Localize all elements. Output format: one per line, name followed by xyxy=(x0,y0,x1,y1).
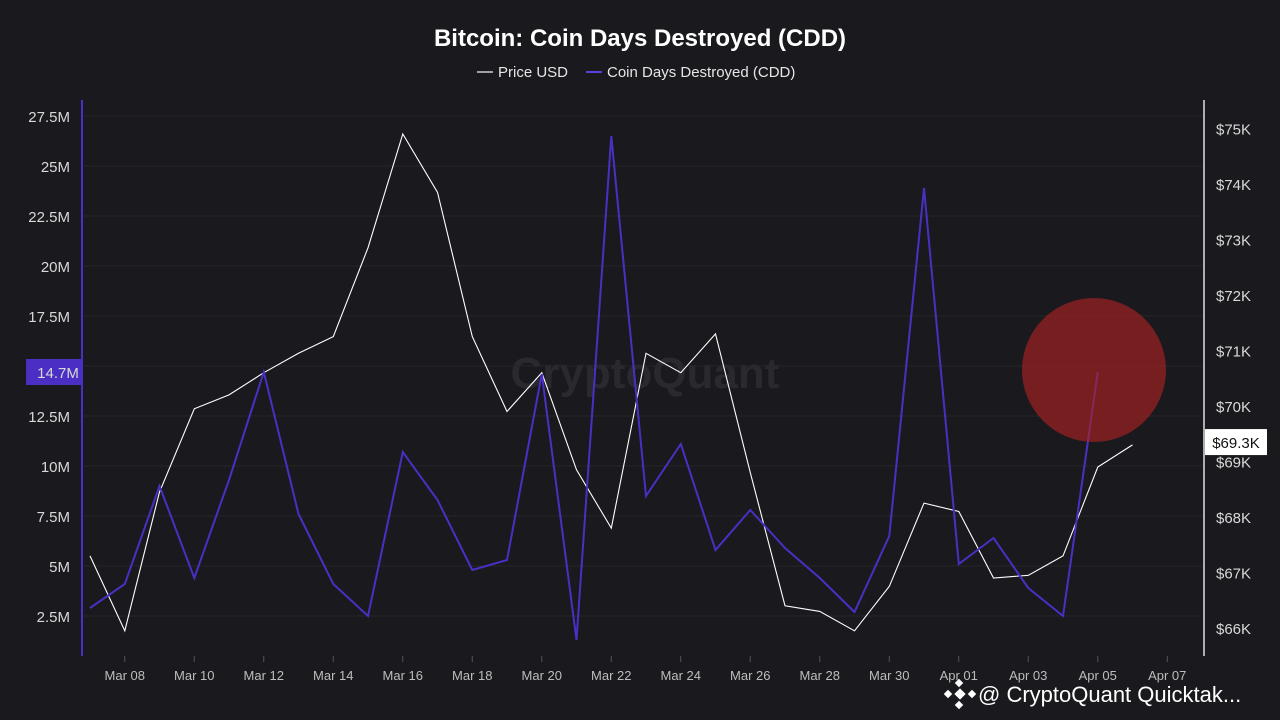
x-tick-label: Apr 07 xyxy=(1148,668,1186,683)
left-tick-label: 17.5M xyxy=(28,309,70,326)
right-tick-label: $74K xyxy=(1216,177,1251,194)
x-tick-label: Apr 01 xyxy=(940,668,978,683)
right-tick-label: $73K xyxy=(1216,233,1251,250)
x-tick-label: Mar 16 xyxy=(383,668,423,683)
x-tick-label: Mar 28 xyxy=(800,668,840,683)
left-tick-label: 5M xyxy=(49,559,70,576)
x-tick-label: Apr 03 xyxy=(1009,668,1047,683)
x-tick-label: Mar 22 xyxy=(591,668,631,683)
x-tick-label: Mar 30 xyxy=(869,668,909,683)
series-line-cdd[interactable] xyxy=(89,135,1099,641)
right-badge-label: $69.3K xyxy=(1212,435,1260,452)
legend-label-cdd[interactable]: Coin Days Destroyed (CDD) xyxy=(607,64,795,81)
right-current-value-badge: $69.3K xyxy=(1205,429,1267,456)
left-tick-label: 7.5M xyxy=(37,509,70,526)
left-tick-label: 22.5M xyxy=(28,209,70,226)
right-tick-label: $72K xyxy=(1216,288,1251,305)
right-axis-ticks: $66K $67K $68K $69K $70K $71K $72K $73K $74K $75K xyxy=(1216,122,1251,639)
left-tick-label: 10M xyxy=(41,459,70,476)
right-tick-label: $67K xyxy=(1216,566,1251,583)
x-tick-label: Mar 14 xyxy=(313,668,353,683)
left-tick-label: 2.5M xyxy=(37,609,70,626)
highlight-circle xyxy=(1022,298,1166,442)
binance-logo-icon xyxy=(943,678,977,710)
x-tick-label: Mar 12 xyxy=(244,668,284,683)
credit-text: @ CryptoQuant Quicktak... xyxy=(978,682,1241,707)
x-tick-label: Mar 20 xyxy=(522,668,562,683)
left-tick-label: 20M xyxy=(41,259,70,276)
footer-credit: @ CryptoQuant Quicktak... xyxy=(943,678,1241,710)
left-tick-label: 12.5M xyxy=(28,409,70,426)
right-badge-bg xyxy=(1205,429,1267,456)
right-tick-label: $68K xyxy=(1216,510,1251,527)
right-tick-label: $70K xyxy=(1216,399,1251,416)
x-tick-label: Mar 24 xyxy=(661,668,701,683)
x-tick-label: Mar 08 xyxy=(105,668,145,683)
x-tick-label: Mar 18 xyxy=(452,668,492,683)
left-current-value-badge: 14.7M xyxy=(26,359,82,385)
legend: Price USD Coin Days Destroyed (CDD) xyxy=(477,64,795,81)
x-tick-label: Apr 05 xyxy=(1079,668,1117,683)
right-tick-label: $71K xyxy=(1216,344,1251,361)
left-tick-label: 27.5M xyxy=(28,109,70,126)
left-axis-ticks: 2.5M 5M 7.5M 10M 12.5M 17.5M 20M 22.5M 25M 27.5M xyxy=(28,109,70,626)
right-tick-label: $75K xyxy=(1216,122,1251,139)
left-tick-label: 25M xyxy=(41,159,70,176)
left-badge-bg xyxy=(26,359,82,385)
right-tick-label: $69K xyxy=(1216,455,1251,472)
legend-label-price[interactable]: Price USD xyxy=(498,64,568,81)
x-tick-label: Mar 26 xyxy=(730,668,770,683)
left-badge-label: 14.7M xyxy=(37,365,79,382)
gridlines xyxy=(84,115,1202,617)
x-tick-label: Mar 10 xyxy=(174,668,214,683)
right-tick-label: $66K xyxy=(1216,621,1251,638)
chart-title: Bitcoin: Coin Days Destroyed (CDD) xyxy=(434,25,846,52)
x-axis-ticks: Mar 08 Mar 10 Mar 12 Mar 14 Mar 16 Mar 18 Mar … xyxy=(105,656,1186,683)
